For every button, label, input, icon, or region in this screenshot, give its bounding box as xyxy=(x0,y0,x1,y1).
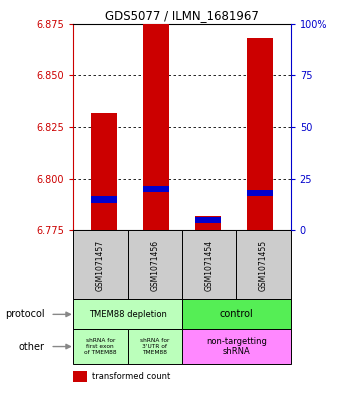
Text: GSM1071455: GSM1071455 xyxy=(259,239,268,290)
Bar xyxy=(128,329,182,364)
Bar xyxy=(73,299,182,329)
Bar xyxy=(182,329,291,364)
Bar xyxy=(143,24,169,230)
Bar xyxy=(91,196,117,202)
Text: GSM1071457: GSM1071457 xyxy=(96,239,105,290)
Text: shRNA for
3'UTR of
TMEM88: shRNA for 3'UTR of TMEM88 xyxy=(140,338,169,355)
Bar xyxy=(246,38,273,230)
Bar xyxy=(236,230,291,299)
Text: GSM1071456: GSM1071456 xyxy=(150,239,159,290)
Text: TMEM88 depletion: TMEM88 depletion xyxy=(88,310,167,319)
Text: shRNA for
first exon
of TMEM88: shRNA for first exon of TMEM88 xyxy=(84,338,117,355)
Bar xyxy=(143,186,169,192)
Bar xyxy=(182,299,291,329)
Bar xyxy=(182,230,236,299)
Text: other: other xyxy=(19,342,45,352)
Bar xyxy=(128,230,182,299)
Text: control: control xyxy=(219,309,253,320)
Bar xyxy=(195,216,221,230)
Bar xyxy=(246,190,273,196)
Bar xyxy=(91,112,117,230)
Text: transformed count: transformed count xyxy=(92,372,170,381)
Bar xyxy=(73,230,128,299)
Text: protocol: protocol xyxy=(5,309,45,320)
Bar xyxy=(195,217,221,223)
Bar xyxy=(73,329,128,364)
Bar xyxy=(73,371,87,382)
Text: GSM1071454: GSM1071454 xyxy=(205,239,214,290)
Text: non-targetting
shRNA: non-targetting shRNA xyxy=(206,337,267,356)
Title: GDS5077 / ILMN_1681967: GDS5077 / ILMN_1681967 xyxy=(105,9,259,22)
